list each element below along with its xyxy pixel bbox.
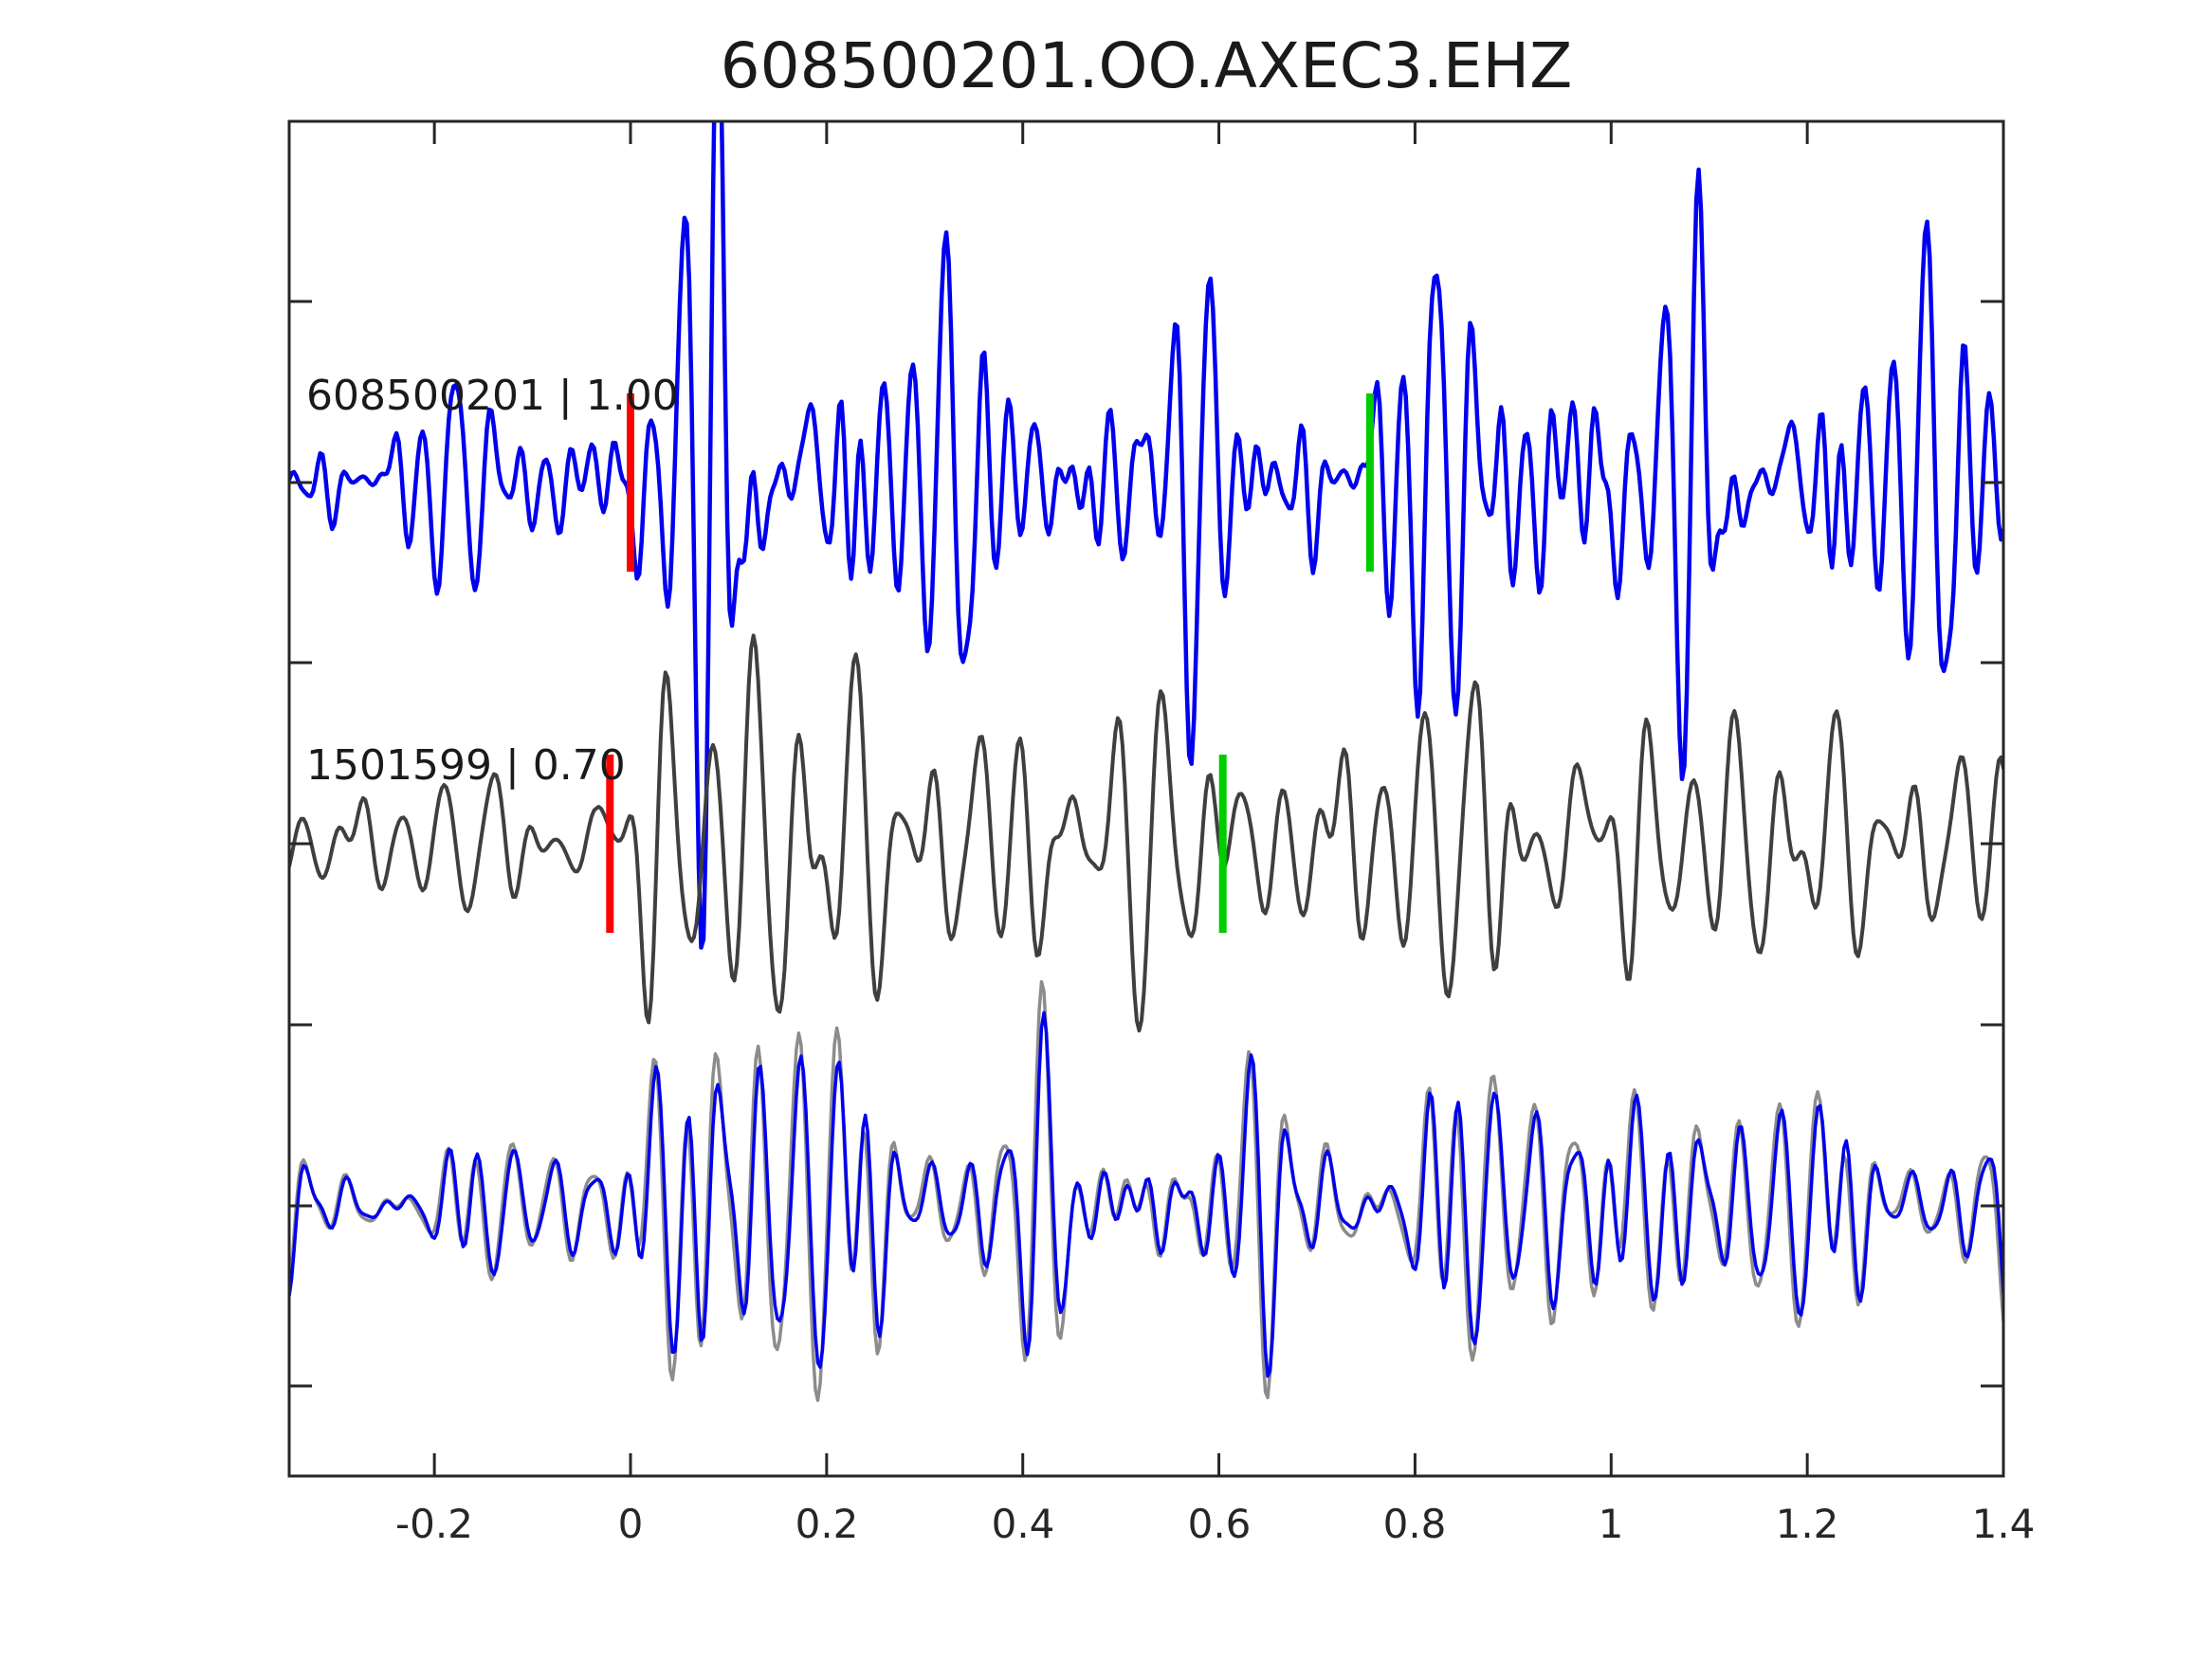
x-tick-label: 0.6 bbox=[1188, 1501, 1252, 1547]
pick-red-marker bbox=[606, 755, 614, 933]
waveform-traces bbox=[289, 121, 2003, 1402]
pick-green-marker bbox=[1365, 393, 1374, 572]
detection-trace bbox=[289, 121, 2003, 950]
x-tick-labels: -0.2 0 0.2 0.4 0.6 0.8 1 1.2 1.4 bbox=[395, 1501, 2035, 1547]
x-tick-label: 0 bbox=[618, 1501, 644, 1547]
trace-label-template: 1501599 | 0.70 bbox=[306, 741, 626, 790]
template-trace bbox=[289, 633, 2003, 1033]
pick-red-marker bbox=[627, 393, 634, 572]
figure-title: 608500201.OO.AXEC3.EHZ bbox=[721, 29, 1573, 102]
x-tick-label: 1.4 bbox=[1972, 1501, 2036, 1547]
trace-label-detection: 608500201 | 1.00 bbox=[306, 372, 679, 420]
x-tick-label: 1 bbox=[1599, 1501, 1624, 1547]
pick-markers bbox=[606, 393, 1374, 933]
x-tick-label: 0.8 bbox=[1383, 1501, 1447, 1547]
plot-border bbox=[287, 119, 2005, 1478]
x-tick-label: 1.2 bbox=[1776, 1501, 1839, 1547]
overlay-detection-trace bbox=[289, 1011, 2003, 1378]
x-tick-label: 0.2 bbox=[795, 1501, 859, 1547]
pick-green-marker bbox=[1218, 755, 1227, 933]
x-tick-label: -0.2 bbox=[395, 1501, 473, 1547]
axis-ticks bbox=[289, 121, 2005, 1476]
x-tick-label: 0.4 bbox=[992, 1501, 1055, 1547]
